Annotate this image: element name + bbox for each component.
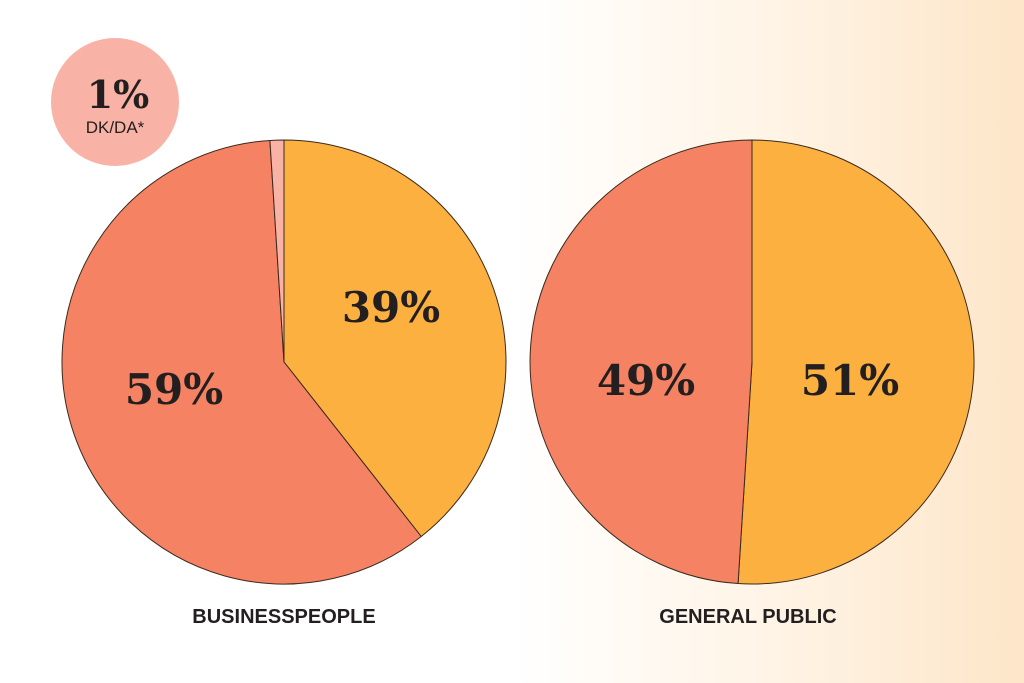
general-public-slice-yes (737, 139, 975, 585)
dk-da-label: DK/DA* (86, 118, 145, 137)
businesspeople-no-label: 59% (125, 365, 223, 414)
general-public-pie (529, 139, 975, 585)
businesspeople-pie (61, 139, 507, 585)
dk-da-badge (51, 38, 179, 166)
general-public-yes-label: 51% (801, 356, 899, 405)
general-public-no-label: 49% (597, 356, 695, 405)
general-public-caption: GENERAL PUBLIC (659, 606, 836, 628)
businesspeople-yes-label: 39% (342, 283, 440, 332)
businesspeople-slice-no (61, 139, 422, 585)
general-public-slice-no (529, 139, 753, 585)
businesspeople-caption: BUSINESSPEOPLE (192, 606, 375, 628)
dk-da-value: 1% (87, 72, 150, 117)
businesspeople-slice-yes (283, 139, 507, 537)
businesspeople-slice-dk-da (269, 139, 285, 363)
